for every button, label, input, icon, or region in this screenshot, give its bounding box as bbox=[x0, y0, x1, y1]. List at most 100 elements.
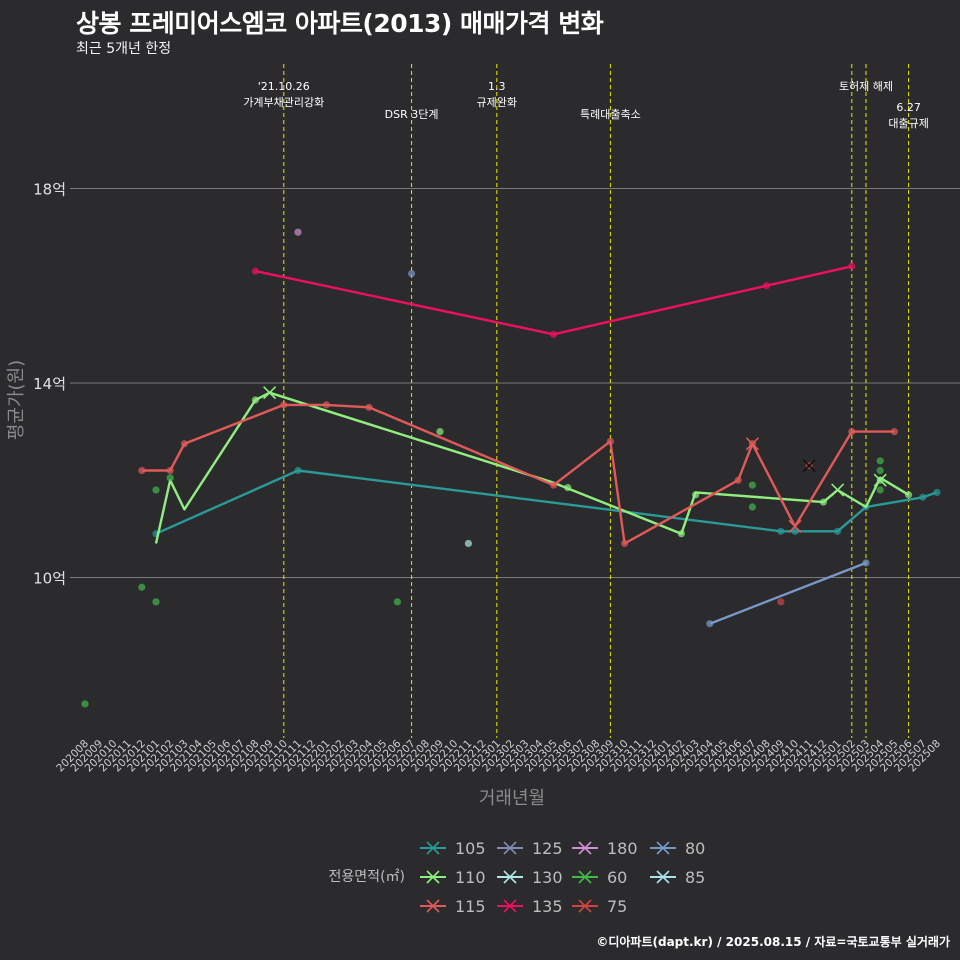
data-point bbox=[748, 481, 757, 489]
event-label: 토허제 해제 bbox=[839, 79, 893, 93]
data-point bbox=[81, 700, 89, 708]
event-label: 가계부채관리강화 bbox=[243, 96, 324, 109]
legend-item-130: 130 bbox=[497, 868, 563, 887]
data-point bbox=[152, 486, 160, 494]
series-line bbox=[155, 469, 938, 535]
series-line bbox=[154, 391, 910, 544]
series-110 bbox=[154, 386, 913, 544]
series-180 bbox=[294, 228, 302, 236]
data-point bbox=[280, 401, 288, 409]
data-point bbox=[436, 428, 444, 436]
event-label: 1.3 bbox=[488, 80, 506, 93]
data-point bbox=[862, 559, 870, 567]
legend-item-135: 135 bbox=[497, 897, 563, 916]
data-point bbox=[876, 457, 884, 465]
legend-item-125: 125 bbox=[497, 839, 563, 858]
event-label: DSR 3단계 bbox=[385, 108, 439, 121]
data-point bbox=[180, 440, 188, 448]
y-tick-label: 10억 bbox=[33, 570, 66, 588]
data-point bbox=[550, 481, 558, 489]
data-point bbox=[564, 483, 572, 492]
legend-label: 115 bbox=[455, 897, 486, 916]
series-line bbox=[709, 561, 867, 625]
data-point bbox=[322, 401, 330, 409]
y-tick-label: 18억 bbox=[33, 180, 66, 198]
legend-label: 85 bbox=[685, 868, 705, 887]
data-point bbox=[294, 228, 302, 236]
legend-swatch-cross bbox=[426, 870, 440, 884]
cross-marker bbox=[873, 473, 887, 487]
series-60 bbox=[81, 457, 884, 708]
cross-marker bbox=[263, 386, 277, 400]
data-point bbox=[777, 598, 785, 606]
data-point bbox=[933, 488, 941, 497]
data-point bbox=[763, 282, 771, 290]
data-point bbox=[777, 527, 785, 535]
legend-title: 전용면적(㎡) bbox=[329, 869, 405, 885]
data-point bbox=[919, 493, 927, 501]
legend-label: 180 bbox=[607, 839, 638, 858]
legend-label: 135 bbox=[532, 897, 563, 916]
legend-label: 75 bbox=[607, 897, 627, 916]
data-point bbox=[166, 466, 174, 475]
legend-item-80: 80 bbox=[650, 839, 705, 858]
legend-swatch-cross bbox=[503, 870, 517, 884]
legend-swatch-cross bbox=[503, 841, 517, 855]
legend-label: 125 bbox=[532, 839, 563, 858]
data-point bbox=[876, 486, 884, 494]
legend-swatch-cross bbox=[426, 899, 440, 913]
cross-marker bbox=[831, 483, 845, 497]
series-115 bbox=[138, 401, 899, 548]
data-point bbox=[464, 539, 472, 548]
legend-item-85: 85 bbox=[650, 868, 705, 887]
data-point bbox=[819, 498, 828, 506]
source-caption: ©디아파트(dapt.kr) / 2025.08.15 / 자료=국토교통부 실… bbox=[596, 935, 950, 949]
series-75 bbox=[777, 459, 816, 606]
legend-label: 130 bbox=[532, 868, 563, 887]
legend-item-60: 60 bbox=[572, 868, 627, 887]
data-point bbox=[848, 428, 856, 436]
legend-label: 110 bbox=[455, 868, 486, 887]
series-line bbox=[141, 403, 895, 545]
data-point bbox=[890, 428, 899, 436]
data-point bbox=[251, 396, 259, 404]
x-axis-title: 거래년월 bbox=[479, 788, 545, 809]
data-point bbox=[138, 583, 146, 591]
series-80 bbox=[408, 269, 870, 628]
data-point bbox=[550, 330, 558, 338]
legend-item-110: 110 bbox=[420, 868, 486, 887]
data-point bbox=[621, 539, 629, 548]
legend-swatch-cross bbox=[426, 841, 440, 855]
legend-swatch-cross bbox=[503, 899, 517, 913]
legend-label: 60 bbox=[607, 868, 627, 887]
data-point bbox=[848, 262, 856, 270]
cross-marker bbox=[802, 459, 816, 473]
chart-title: 상봉 프레미어스엠코 아파트(2013) 매매가격 변화 bbox=[76, 9, 604, 38]
legend-swatch-cross bbox=[578, 870, 592, 884]
event-label: 특례대출축소 bbox=[580, 108, 641, 121]
legend-item-115: 115 bbox=[420, 897, 486, 916]
legend-swatch-cross bbox=[656, 870, 670, 884]
data-point bbox=[706, 620, 714, 628]
data-point bbox=[365, 403, 373, 411]
data-point bbox=[166, 474, 174, 482]
legend-item-105: 105 bbox=[420, 839, 486, 858]
event-label: 규제완화 bbox=[477, 96, 517, 109]
data-point bbox=[876, 466, 884, 475]
data-point bbox=[834, 527, 842, 535]
y-tick-label: 14억 bbox=[33, 375, 66, 393]
y-axis-title: 평균가(원) bbox=[6, 360, 27, 440]
legend-label: 80 bbox=[685, 839, 705, 858]
series-135 bbox=[251, 262, 856, 338]
cross-marker bbox=[745, 437, 759, 451]
data-point bbox=[152, 598, 160, 606]
data-point bbox=[677, 530, 686, 538]
data-point bbox=[692, 491, 700, 499]
legend-swatch-cross bbox=[578, 841, 592, 855]
data-point bbox=[791, 527, 799, 535]
data-point bbox=[393, 598, 401, 606]
legend-swatch-cross bbox=[578, 899, 592, 913]
event-label: 6.27 bbox=[896, 101, 921, 114]
data-point bbox=[294, 466, 302, 475]
